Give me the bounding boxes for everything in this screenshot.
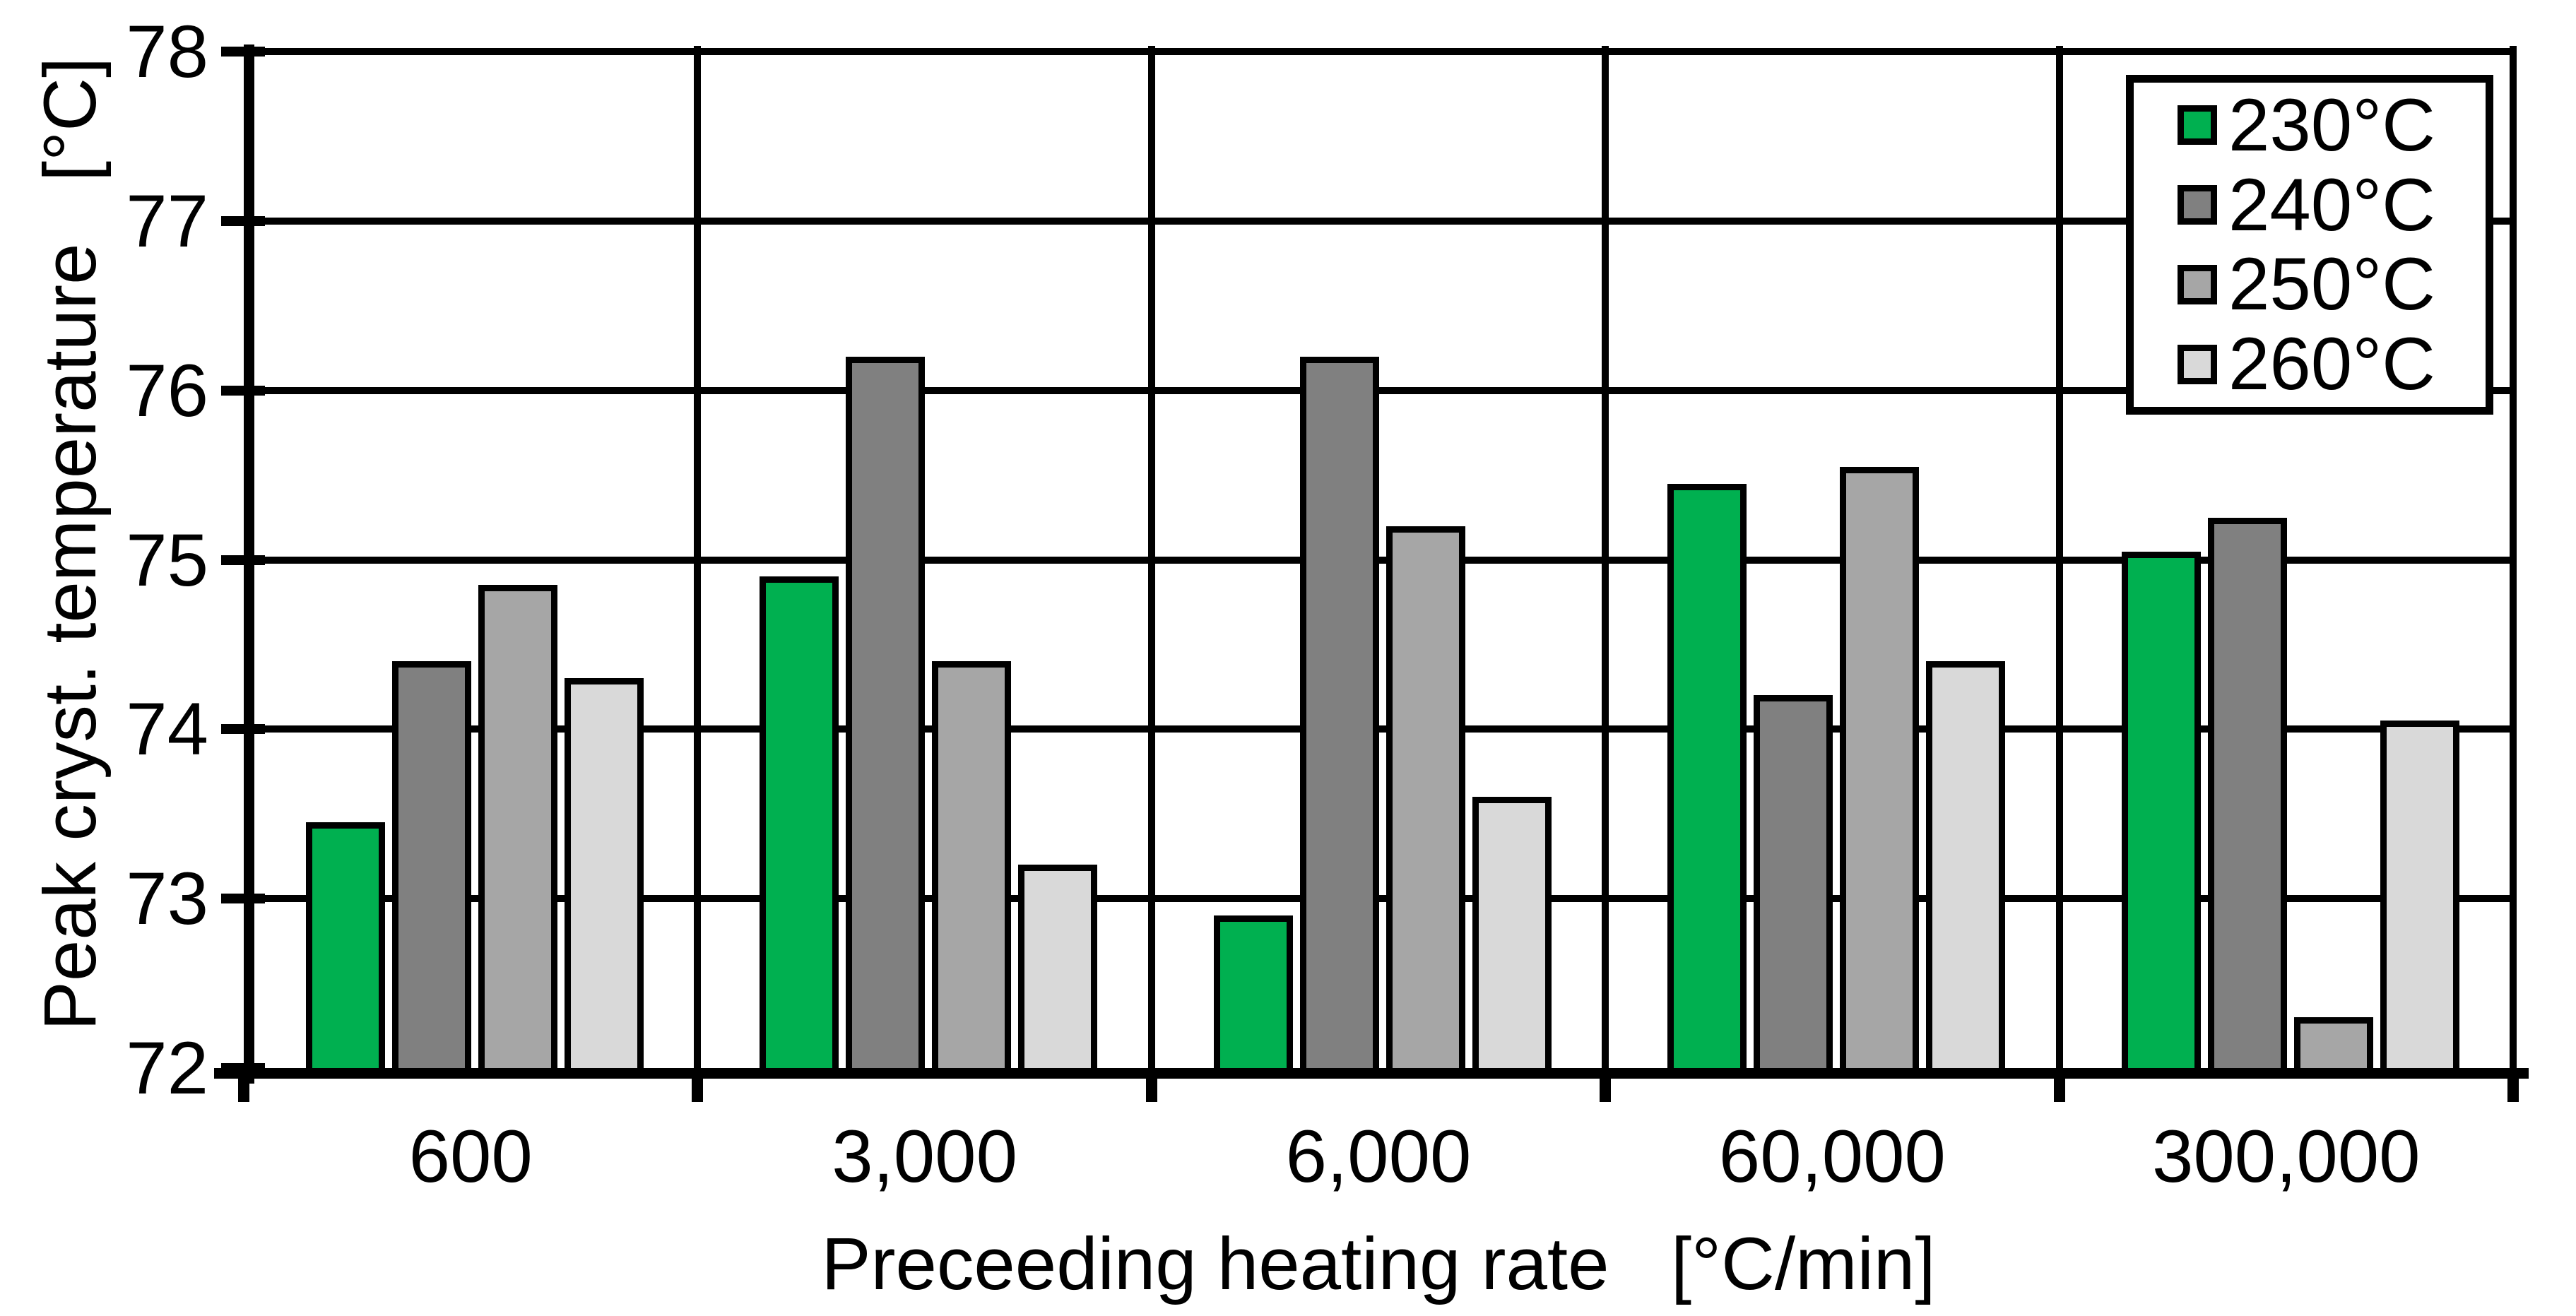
bar-250°C-600 [478,585,557,1068]
bar-240°C-3,000 [846,356,926,1068]
y-tick [221,47,265,57]
bar-250°C-300,000 [2293,1017,2373,1068]
x-category-label: 3,000 [832,1115,1017,1198]
x-tick [692,1068,704,1102]
legend-entry-260°C: 260°C [2134,327,2486,401]
bar-230°C-300,000 [2121,551,2201,1068]
bar-250°C-60,000 [1840,466,1920,1068]
x-category-label: 300,000 [2152,1115,2421,1198]
gridline-h [244,217,2513,225]
legend-label: 240°C [2228,163,2436,247]
y-tick [221,385,265,396]
y-tick-label: 73 [126,858,208,941]
bar-230°C-60,000 [1667,483,1747,1068]
gridline-h [244,48,2513,55]
gridline-v [1602,46,1609,1077]
x-axis-title: Preceeding heating rate [°C/min] [821,1223,1936,1305]
y-tick [221,894,265,904]
legend-label: 250°C [2228,243,2436,326]
x-category-label: 6,000 [1285,1115,1472,1198]
bar-240°C-6,000 [1299,356,1379,1068]
y-tick-label: 72 [126,1027,208,1110]
legend-entry-230°C: 230°C [2134,88,2486,162]
y-tick-label: 77 [126,179,208,263]
legend: 230°C 240°C 250°C 260°C [2126,75,2493,415]
bar-260°C-3,000 [1018,865,1098,1068]
bar-230°C-600 [306,822,385,1068]
legend-swatch-icon [2178,344,2217,384]
y-tick [221,215,265,226]
x-category-label: 60,000 [1718,1115,1946,1198]
gridline-v [694,46,702,1077]
x-tick [1145,1068,1157,1102]
bar-250°C-3,000 [932,661,1012,1068]
bar-260°C-60,000 [1926,661,2006,1068]
bar-260°C-300,000 [2380,721,2459,1068]
x-tick [238,1068,249,1102]
bar-230°C-3,000 [760,576,839,1068]
y-tick [221,724,265,735]
y-tick-label: 76 [126,349,208,432]
legend-swatch-icon [2178,185,2217,225]
x-axis-line [214,1068,2529,1079]
y-tick-label: 78 [126,11,208,93]
bar-260°C-6,000 [1472,797,1552,1068]
legend-entry-240°C: 240°C [2134,168,2486,242]
legend-label: 230°C [2228,83,2436,167]
bar-240°C-600 [392,661,471,1068]
legend-swatch-icon [2178,264,2217,304]
bar-240°C-300,000 [2207,517,2287,1068]
y-tick-label: 75 [126,518,208,602]
bar-260°C-600 [565,678,644,1068]
gridline-v [2510,46,2517,1077]
bar-250°C-6,000 [1386,526,1465,1068]
gridline-v [2055,46,2063,1077]
legend-entry-250°C: 250°C [2134,247,2486,321]
x-tick [1600,1068,1612,1102]
gridline-v [1147,46,1155,1077]
legend-swatch-icon [2178,105,2217,146]
x-tick [2053,1068,2065,1102]
bar-240°C-60,000 [1754,695,1833,1068]
x-tick [2507,1068,2519,1102]
y-tick-label: 74 [126,688,208,771]
x-category-label: 600 [408,1115,533,1198]
bar-230°C-6,000 [1213,915,1293,1068]
y-tick [221,555,265,565]
legend-label: 260°C [2228,323,2436,406]
